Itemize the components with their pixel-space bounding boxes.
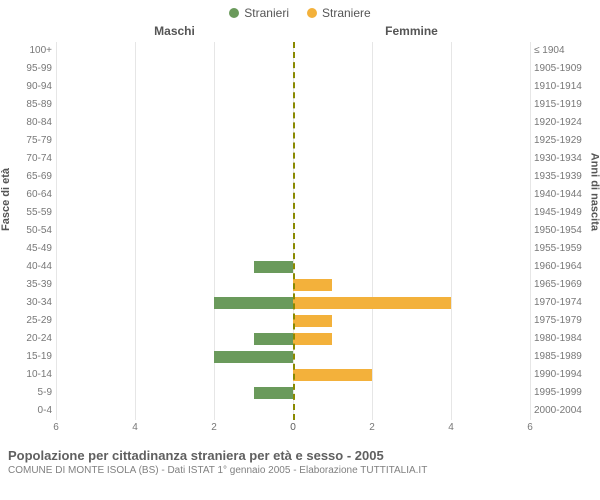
y-tick-birth: 1940-1944: [534, 186, 592, 204]
chart-source: COMUNE DI MONTE ISOLA (BS) - Dati ISTAT …: [8, 465, 592, 476]
y-tick-age: 100+: [8, 42, 52, 60]
y-tick-birth: 1925-1929: [534, 132, 592, 150]
bar-male: [214, 351, 293, 363]
y-tick-age: 0-4: [8, 402, 52, 420]
y-tick-age: 45-49: [8, 240, 52, 258]
y-tick-birth: 1960-1964: [534, 258, 592, 276]
y-tick-age: 35-39: [8, 276, 52, 294]
legend-item: Stranieri: [229, 6, 289, 20]
y-tick-birth: 1950-1954: [534, 222, 592, 240]
legend: Stranieri Straniere: [8, 6, 592, 20]
x-tick: 6: [53, 422, 59, 433]
legend-item: Straniere: [307, 6, 371, 20]
y-tick-birth: 1975-1979: [534, 312, 592, 330]
x-tick: 0: [290, 422, 296, 433]
chart-title: Popolazione per cittadinanza straniera p…: [8, 448, 592, 463]
y-tick-age: 25-29: [8, 312, 52, 330]
bar-male: [254, 333, 293, 345]
bar-male: [254, 387, 293, 399]
x-tick: 2: [211, 422, 217, 433]
legend-swatch: [229, 8, 239, 18]
y-tick-age: 70-74: [8, 150, 52, 168]
y-tick-birth: 1980-1984: [534, 330, 592, 348]
bar-male: [214, 297, 293, 309]
y-tick-birth: 1955-1959: [534, 240, 592, 258]
bar-male: [254, 261, 293, 273]
y-tick-birth: 1995-1999: [534, 384, 592, 402]
x-axis: 0246 0246: [56, 422, 530, 438]
y-tick-birth: 1935-1939: [534, 168, 592, 186]
legend-swatch: [307, 8, 317, 18]
y-tick-age: 95-99: [8, 60, 52, 78]
y-tick-birth: 1970-1974: [534, 294, 592, 312]
y-tick-age: 80-84: [8, 114, 52, 132]
y-axis-label-right: Anni di nascita: [588, 153, 600, 231]
y-tick-age: 50-54: [8, 222, 52, 240]
legend-label: Stranieri: [244, 6, 289, 20]
bar-female: [293, 279, 332, 291]
center-line: [293, 42, 295, 420]
panel-title-right: Femmine: [293, 24, 530, 42]
y-tick-age: 20-24: [8, 330, 52, 348]
plot: Maschi Femmine 0246 0246: [56, 24, 530, 438]
y-tick-birth: 1965-1969: [534, 276, 592, 294]
y-tick-age: 55-59: [8, 204, 52, 222]
bar-female: [293, 369, 372, 381]
y-tick-age: 65-69: [8, 168, 52, 186]
y-tick-birth: 2000-2004: [534, 402, 592, 420]
rows: [56, 42, 530, 420]
x-tick: 6: [527, 422, 533, 433]
chart-container: Stranieri Straniere Fasce di età Anni di…: [0, 0, 600, 480]
panel-title-left: Maschi: [56, 24, 293, 42]
legend-label: Straniere: [322, 6, 371, 20]
y-axis-label-left: Fasce di età: [0, 168, 12, 231]
x-tick: 4: [448, 422, 454, 433]
y-tick-birth: 1985-1989: [534, 348, 592, 366]
y-ticks-left: 100+95-9990-9485-8980-8475-7970-7465-696…: [8, 24, 56, 438]
bar-female: [293, 333, 332, 345]
y-tick-birth: 1910-1914: [534, 78, 592, 96]
y-tick-age: 10-14: [8, 366, 52, 384]
chart-area: Fasce di età Anni di nascita 100+95-9990…: [8, 24, 592, 438]
y-tick-age: 60-64: [8, 186, 52, 204]
y-tick-age: 40-44: [8, 258, 52, 276]
bar-female: [293, 315, 332, 327]
y-tick-birth: 1990-1994: [534, 366, 592, 384]
y-ticks-right: ≤ 19041905-19091910-19141915-19191920-19…: [530, 24, 592, 438]
y-tick-birth: ≤ 1904: [534, 42, 592, 60]
y-tick-birth: 1915-1919: [534, 96, 592, 114]
y-tick-age: 75-79: [8, 132, 52, 150]
x-tick: 2: [369, 422, 375, 433]
y-tick-age: 5-9: [8, 384, 52, 402]
y-tick-age: 15-19: [8, 348, 52, 366]
y-tick-birth: 1945-1949: [534, 204, 592, 222]
y-tick-age: 90-94: [8, 78, 52, 96]
x-tick: 4: [132, 422, 138, 433]
bar-female: [293, 297, 451, 309]
y-tick-birth: 1920-1924: [534, 114, 592, 132]
y-tick-age: 85-89: [8, 96, 52, 114]
y-tick-birth: 1905-1909: [534, 60, 592, 78]
y-tick-birth: 1930-1934: [534, 150, 592, 168]
y-tick-age: 30-34: [8, 294, 52, 312]
